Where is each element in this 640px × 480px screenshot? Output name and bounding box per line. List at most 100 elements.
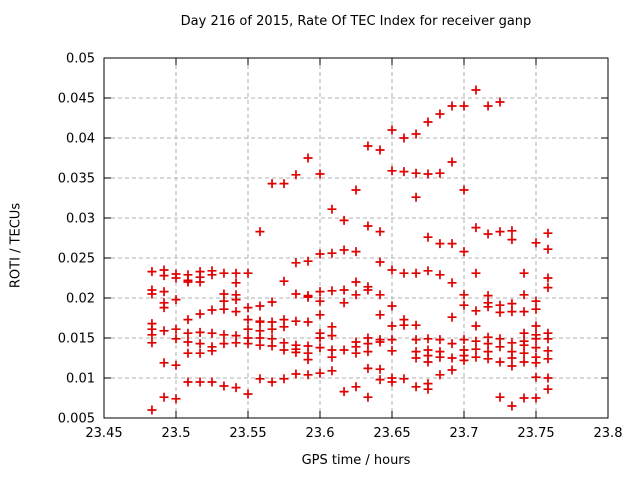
data-point-plus [411, 268, 421, 278]
svg-text:0.01: 0.01 [66, 372, 95, 387]
data-point-plus [411, 353, 421, 363]
svg-text:0.035: 0.035 [58, 172, 95, 187]
data-point-plus [171, 295, 181, 305]
data-point-plus [531, 393, 541, 403]
data-point-plus [399, 167, 409, 177]
data-point-plus [519, 340, 529, 350]
data-point-plus [471, 306, 481, 316]
data-point-plus [171, 360, 181, 370]
data-point-plus [219, 330, 229, 340]
data-point-plus [531, 358, 541, 368]
data-point-plus [279, 374, 289, 384]
data-point-plus [435, 109, 445, 119]
data-point-plus [459, 355, 469, 365]
data-point-plus [351, 290, 361, 300]
data-point-plus [339, 245, 349, 255]
data-point-plus [303, 256, 313, 266]
svg-text:0.025: 0.025 [58, 252, 95, 267]
data-point-plus [303, 355, 313, 365]
data-point-plus [507, 299, 517, 309]
data-point-plus [231, 383, 241, 393]
data-point-plus [231, 278, 241, 288]
data-point-plus [315, 368, 325, 378]
data-point-plus [423, 266, 433, 276]
data-point-plus [231, 295, 241, 305]
data-point-plus [159, 392, 169, 402]
svg-text:23.6: 23.6 [306, 426, 335, 441]
data-point-plus [531, 296, 541, 306]
data-point-plus [411, 192, 421, 202]
data-point-plus [447, 101, 457, 111]
svg-text:0.04: 0.04 [66, 132, 95, 147]
data-point-plus [159, 303, 169, 313]
svg-text:23.45: 23.45 [85, 426, 122, 441]
data-point-plus [399, 133, 409, 143]
data-point-plus [447, 312, 457, 322]
data-point-plus [447, 353, 457, 363]
data-point-plus [399, 374, 409, 384]
data-point-plus [243, 324, 253, 334]
data-point-plus [195, 309, 205, 319]
data-point-plus [183, 337, 193, 347]
data-point-plus [495, 307, 505, 317]
data-point-plus [375, 145, 385, 155]
data-point-plus [519, 268, 529, 278]
data-point-plus [339, 215, 349, 225]
data-point-plus [543, 273, 553, 283]
data-point-plus [255, 374, 265, 384]
data-point-plus [159, 287, 169, 297]
data-point-plus [495, 334, 505, 344]
data-point-plus [387, 346, 397, 356]
svg-text:0.015: 0.015 [58, 332, 95, 347]
data-point-plus [459, 185, 469, 195]
data-point-plus [303, 153, 313, 163]
data-point-plus [447, 239, 457, 249]
data-point-plus [339, 298, 349, 308]
data-point-plus [447, 157, 457, 167]
data-point-plus [171, 394, 181, 404]
data-point-plus [207, 270, 217, 280]
data-point-plus [519, 393, 529, 403]
svg-text:23.8: 23.8 [594, 426, 623, 441]
data-point-plus [495, 342, 505, 352]
data-point-plus [495, 97, 505, 107]
data-point-plus [171, 273, 181, 283]
data-point-plus [363, 347, 373, 357]
data-point-plus [507, 235, 517, 245]
data-point-plus [363, 392, 373, 402]
data-point-plus [291, 369, 301, 379]
data-point-plus [183, 315, 193, 325]
data-point-plus [375, 364, 385, 374]
data-point-plus [411, 129, 421, 139]
data-point-plus [423, 232, 433, 242]
data-point-plus [483, 339, 493, 349]
data-point-plus [195, 377, 205, 387]
data-point-plus [327, 286, 337, 296]
data-point-plus [363, 221, 373, 231]
data-point-plus [411, 335, 421, 345]
data-point-plus [315, 249, 325, 259]
data-point-plus [423, 357, 433, 367]
data-point-plus [387, 335, 397, 345]
data-point-plus [507, 361, 517, 371]
data-point-plus [543, 283, 553, 293]
data-point-plus [207, 328, 217, 338]
data-point-plus [243, 303, 253, 313]
data-point-plus [159, 271, 169, 281]
data-point-plus [351, 382, 361, 392]
data-point-plus [507, 338, 517, 348]
data-point-plus [543, 228, 553, 238]
data-point-plus [243, 315, 253, 325]
data-point-plus [207, 346, 217, 356]
data-point-plus [147, 289, 157, 299]
data-point-plus [147, 330, 157, 340]
data-point-plus [327, 204, 337, 214]
data-point-plus [423, 169, 433, 179]
data-point-plus [519, 357, 529, 367]
data-point-plus [519, 307, 529, 317]
data-point-plus [267, 297, 277, 307]
data-point-plus [363, 141, 373, 151]
data-point-plus [339, 285, 349, 295]
